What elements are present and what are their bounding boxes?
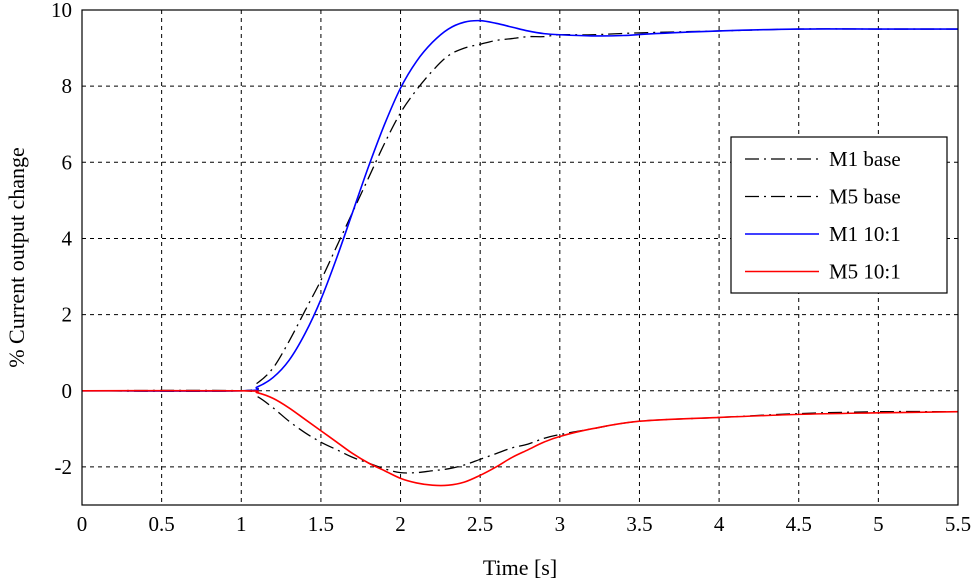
x-tick-label: 3 <box>555 512 566 536</box>
series-lines <box>81 19 959 487</box>
series-line-2 <box>81 389 959 474</box>
series-line-1 <box>81 28 958 392</box>
y-tick-label: 2 <box>62 303 73 327</box>
x-tick-label: 5 <box>873 512 884 536</box>
x-tick-label: 2.5 <box>467 512 493 536</box>
x-tick-label: 1.5 <box>308 512 334 536</box>
y-tick-label: 6 <box>62 150 73 174</box>
legend: M1 base M5 base M1 10:1 M5 10:1 <box>730 136 948 294</box>
x-tick-label: 4 <box>714 512 725 536</box>
y-tick-label: 4 <box>62 226 73 250</box>
legend-label: M5 10:1 <box>829 260 901 284</box>
legend-label: M5 base <box>829 185 901 209</box>
x-tick-label: 5.5 <box>945 512 971 536</box>
y-tick-label: 0 <box>62 379 73 403</box>
plot-frame <box>81 9 959 506</box>
series-line-4 <box>81 389 959 487</box>
y-tick-label: 10 <box>51 0 72 22</box>
x-tick-label: 0 <box>77 512 88 536</box>
x-tick-label: 0.5 <box>149 512 175 536</box>
y-tick-label: -2 <box>55 455 73 479</box>
legend-label: M1 base <box>829 147 901 171</box>
x-tick-label: 3.5 <box>626 512 652 536</box>
y-tick-labels: -2 0 2 4 6 8 10 <box>51 0 73 479</box>
x-tick-labels: 0 0.5 1 1.5 2 2.5 3 3.5 4 4.5 5 5.5 <box>77 512 971 536</box>
x-tick-label: 1 <box>236 512 247 536</box>
x-tick-label: 4.5 <box>786 512 812 536</box>
y-tick-label: 8 <box>62 74 73 98</box>
x-axis-label: Time [s] <box>483 555 557 580</box>
legend-label: M1 10:1 <box>829 222 901 246</box>
legend-box <box>730 136 948 294</box>
series-line-3 <box>81 19 958 392</box>
x-tick-label: 2 <box>395 512 406 536</box>
y-axis-label: % Current output change <box>4 147 29 368</box>
